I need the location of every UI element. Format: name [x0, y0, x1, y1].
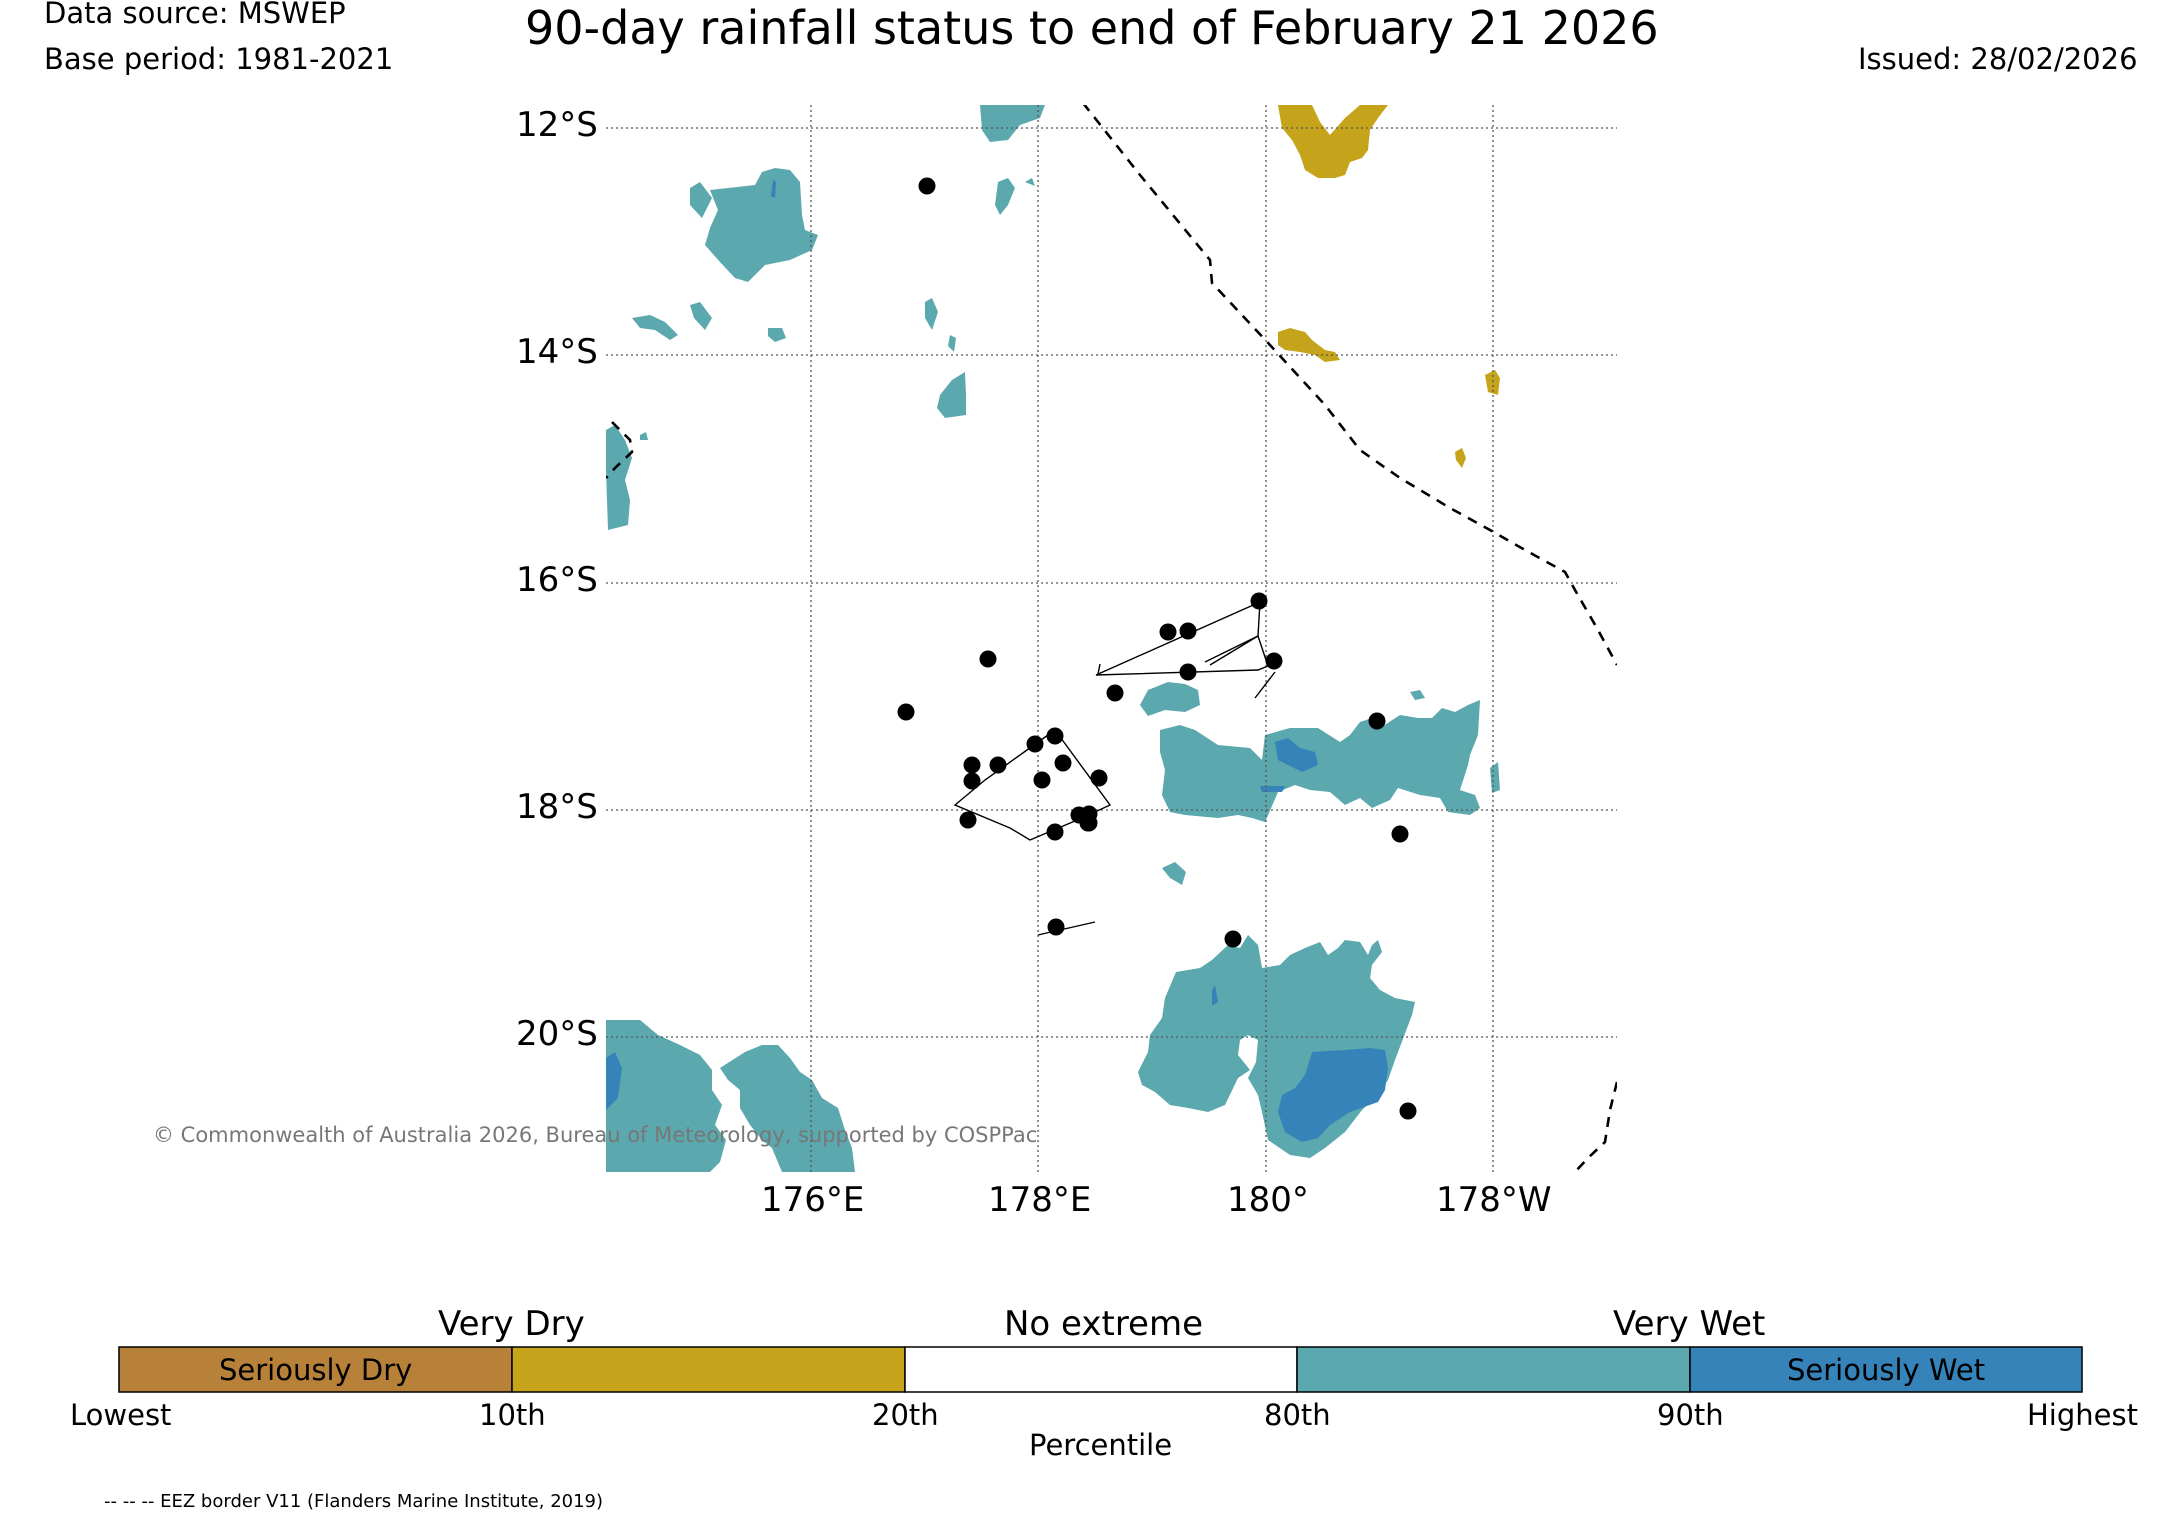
issued-date: Issued: 28/02/2026: [1858, 42, 2138, 76]
lat-label-18s: 18°S: [516, 787, 598, 827]
lon-label-178w: 178°W: [1436, 1180, 1552, 1220]
very-dry-regions: [1278, 105, 1500, 468]
legend-caption-no-extreme: No extreme: [1004, 1304, 1204, 1344]
legend-caption-very-wet: Very Wet: [1613, 1304, 1766, 1344]
legend-box-seriously-wet: Seriously Wet: [1787, 1353, 1986, 1387]
lat-label-12s: 12°S: [516, 105, 598, 145]
legend-tick-20th: 20th: [872, 1398, 939, 1432]
legend-tick-10th: 10th: [479, 1398, 546, 1432]
legend-axis-label: Percentile: [1029, 1428, 1173, 1462]
lat-label-20s: 20°S: [516, 1014, 598, 1054]
page-title: 90-day rainfall status to end of Februar…: [525, 1, 1659, 55]
lat-label-16s: 16°S: [516, 560, 598, 600]
lon-label-180: 180°: [1227, 1180, 1309, 1220]
eez-border: [606, 105, 1617, 1172]
copyright-notice: © Commonwealth of Australia 2026, Bureau…: [153, 1123, 1038, 1147]
seriously-wet-regions: [606, 180, 1388, 1142]
lon-label-178e: 178°E: [988, 1180, 1092, 1220]
very-wet-regions: [606, 105, 1500, 1172]
legend-tick-highest: Highest: [2027, 1398, 2138, 1432]
lat-label-14s: 14°S: [516, 332, 598, 372]
data-source-label: Data source: MSWEP: [44, 0, 346, 30]
base-period-label: Base period: 1981-2021: [44, 42, 394, 76]
legend-box-seriously-dry: Seriously Dry: [219, 1353, 413, 1387]
legend-tick-lowest: Lowest: [70, 1398, 172, 1432]
station-markers: [897, 177, 1417, 1120]
legend-colorbar: [118, 1346, 2083, 1393]
legend-caption-very-dry: Very Dry: [438, 1304, 585, 1344]
coastline-outlines: [953, 600, 1276, 936]
legend-tick-90th: 90th: [1657, 1398, 1724, 1432]
eez-legend-note: -- -- -- EEZ border V11 (Flanders Marine…: [104, 1491, 604, 1512]
graticule: [606, 105, 1617, 1172]
lon-label-176e: 176°E: [761, 1180, 865, 1220]
legend-tick-80th: 80th: [1264, 1398, 1331, 1432]
